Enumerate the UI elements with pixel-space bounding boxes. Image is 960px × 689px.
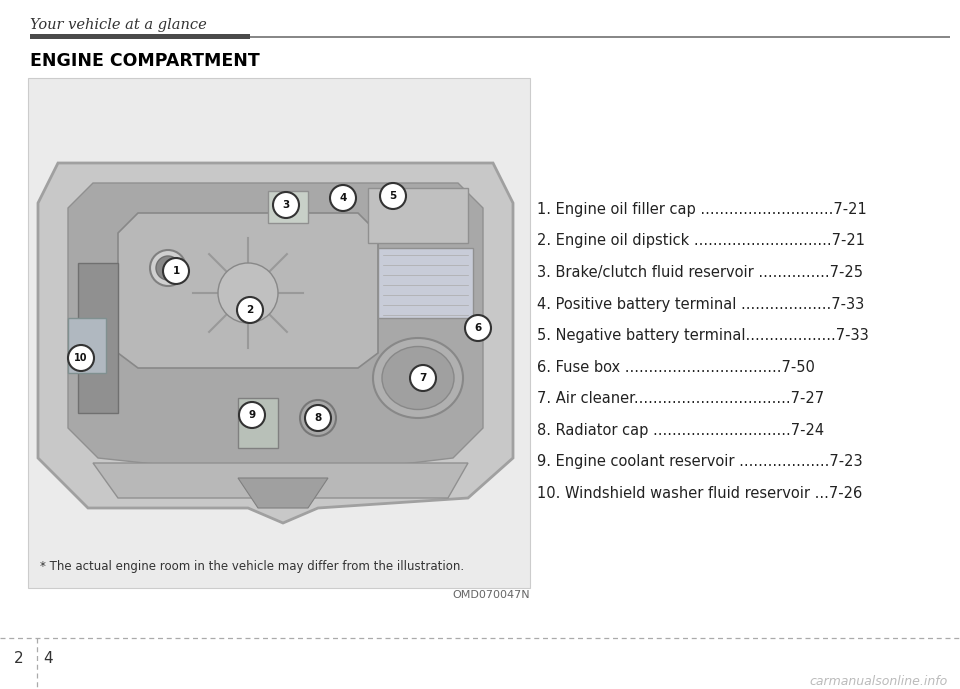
Circle shape xyxy=(218,263,278,323)
Circle shape xyxy=(410,365,436,391)
Text: 3. Brake/clutch fluid reservoir ...............7-25: 3. Brake/clutch fluid reservoir ........… xyxy=(537,265,863,280)
Text: 2: 2 xyxy=(14,651,24,666)
Text: 4: 4 xyxy=(43,651,53,666)
Circle shape xyxy=(163,258,189,284)
Circle shape xyxy=(300,400,336,436)
Text: 7. Air cleaner.................................7-27: 7. Air cleaner..........................… xyxy=(537,391,824,406)
Circle shape xyxy=(273,192,299,218)
Text: * The actual engine room in the vehicle may differ from the illustration.: * The actual engine room in the vehicle … xyxy=(40,560,464,573)
Circle shape xyxy=(156,256,180,280)
Text: 2. Engine oil dipstick .............................7-21: 2. Engine oil dipstick .................… xyxy=(537,234,865,249)
Bar xyxy=(368,188,468,243)
Bar xyxy=(68,318,106,373)
Text: 4. Positive battery terminal ...................7-33: 4. Positive battery terminal ...........… xyxy=(537,296,864,311)
Text: 4: 4 xyxy=(339,193,347,203)
Polygon shape xyxy=(238,478,328,508)
Text: 5. Negative battery terminal...................7-33: 5. Negative battery terminal............… xyxy=(537,328,869,343)
Text: 6. Fuse box .................................7-50: 6. Fuse box ............................… xyxy=(537,360,815,375)
Text: 8. Radiator cap .............................7-24: 8. Radiator cap ........................… xyxy=(537,422,824,438)
Text: 7: 7 xyxy=(420,373,426,383)
Bar xyxy=(238,398,278,448)
Text: Your vehicle at a glance: Your vehicle at a glance xyxy=(30,18,206,32)
Text: 2: 2 xyxy=(247,305,253,315)
Circle shape xyxy=(380,183,406,209)
Text: 9. Engine coolant reservoir ...................7-23: 9. Engine coolant reservoir ............… xyxy=(537,454,863,469)
Text: 1: 1 xyxy=(173,266,180,276)
Bar xyxy=(28,78,530,588)
Text: 9: 9 xyxy=(249,410,255,420)
Polygon shape xyxy=(38,163,513,523)
Polygon shape xyxy=(68,183,483,493)
Polygon shape xyxy=(118,213,378,368)
Circle shape xyxy=(239,402,265,428)
Text: 5: 5 xyxy=(390,191,396,201)
Circle shape xyxy=(237,297,263,323)
Bar xyxy=(268,191,308,223)
Polygon shape xyxy=(78,263,118,413)
Circle shape xyxy=(305,405,331,431)
Bar xyxy=(378,248,473,318)
Text: ENGINE COMPARTMENT: ENGINE COMPARTMENT xyxy=(30,52,260,70)
Circle shape xyxy=(68,345,94,371)
Circle shape xyxy=(465,315,491,341)
Text: OMD070047N: OMD070047N xyxy=(452,590,530,600)
Text: 10. Windshield washer fluid reservoir ...7-26: 10. Windshield washer fluid reservoir ..… xyxy=(537,486,862,500)
Bar xyxy=(30,34,250,39)
Text: 6: 6 xyxy=(474,323,482,333)
Text: 10: 10 xyxy=(74,353,87,363)
Circle shape xyxy=(330,185,356,211)
Polygon shape xyxy=(93,463,468,498)
Text: 8: 8 xyxy=(314,413,322,423)
Ellipse shape xyxy=(382,347,454,409)
Text: 3: 3 xyxy=(282,200,290,210)
Text: 1. Engine oil filler cap ............................7-21: 1. Engine oil filler cap ...............… xyxy=(537,202,867,217)
Circle shape xyxy=(150,250,186,286)
Bar xyxy=(250,36,950,37)
Ellipse shape xyxy=(373,338,463,418)
Text: carmanualsonline.info: carmanualsonline.info xyxy=(809,675,948,688)
